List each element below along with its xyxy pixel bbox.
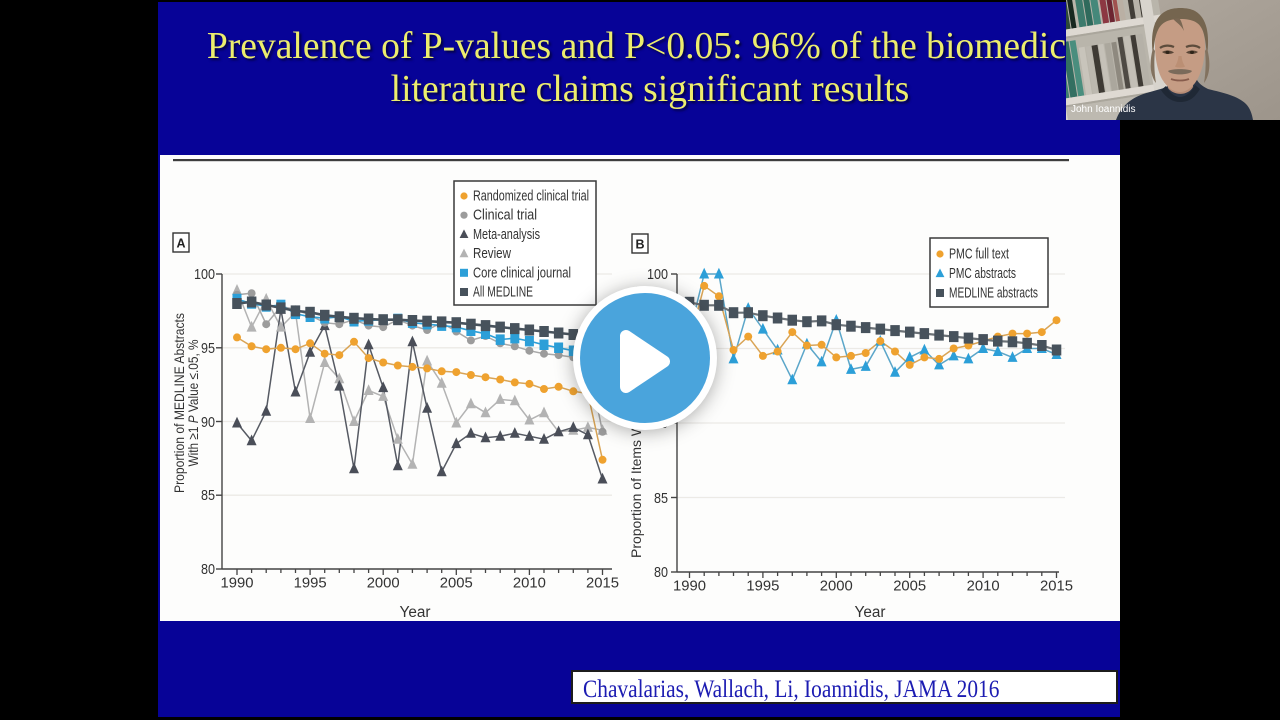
svg-text:Randomized clinical trial: Randomized clinical trial bbox=[473, 189, 589, 205]
svg-text:100: 100 bbox=[194, 266, 215, 283]
svg-text:2000: 2000 bbox=[367, 574, 400, 591]
svg-text:1995: 1995 bbox=[294, 574, 327, 591]
svg-text:95: 95 bbox=[201, 340, 215, 357]
svg-text:1995: 1995 bbox=[746, 577, 779, 594]
svg-text:2015: 2015 bbox=[1040, 577, 1073, 594]
svg-text:2005: 2005 bbox=[893, 577, 926, 594]
svg-text:Proportion of MEDLINE Abstract: Proportion of MEDLINE Abstracts bbox=[171, 313, 187, 493]
svg-text:1990: 1990 bbox=[673, 577, 706, 594]
svg-text:85: 85 bbox=[654, 490, 668, 507]
svg-text:Clinical trial: Clinical trial bbox=[473, 208, 537, 224]
svg-text:2000: 2000 bbox=[820, 577, 853, 594]
svg-text:All MEDLINE: All MEDLINE bbox=[473, 285, 533, 301]
svg-text:90: 90 bbox=[201, 414, 215, 431]
svg-text:John Ioannidis: John Ioannidis bbox=[1071, 104, 1136, 115]
svg-text:Year: Year bbox=[400, 604, 431, 621]
svg-text:2015: 2015 bbox=[586, 574, 619, 591]
svg-text:Core clinical journal: Core clinical journal bbox=[473, 265, 571, 281]
svg-text:80: 80 bbox=[654, 564, 668, 581]
svg-text:2005: 2005 bbox=[440, 574, 473, 591]
svg-text:Review: Review bbox=[473, 246, 512, 262]
svg-text:85: 85 bbox=[201, 487, 215, 504]
svg-text:PMC abstracts: PMC abstracts bbox=[949, 266, 1016, 282]
svg-text:80: 80 bbox=[201, 561, 215, 578]
svg-text:Meta-analysis: Meta-analysis bbox=[473, 227, 540, 243]
svg-text:MEDLINE abstracts: MEDLINE abstracts bbox=[949, 286, 1038, 302]
svg-text:A: A bbox=[176, 237, 185, 251]
svg-text:PMC full text: PMC full text bbox=[949, 247, 1009, 263]
svg-text:2010: 2010 bbox=[967, 577, 1000, 594]
svg-text:Year: Year bbox=[855, 604, 886, 621]
svg-text:2010: 2010 bbox=[513, 574, 546, 591]
svg-text:With ≥1 P Value ≤.05, %: With ≥1 P Value ≤.05, % bbox=[185, 340, 201, 467]
svg-text:B: B bbox=[635, 238, 644, 252]
svg-text:100: 100 bbox=[647, 266, 668, 283]
svg-text:1990: 1990 bbox=[221, 574, 254, 591]
